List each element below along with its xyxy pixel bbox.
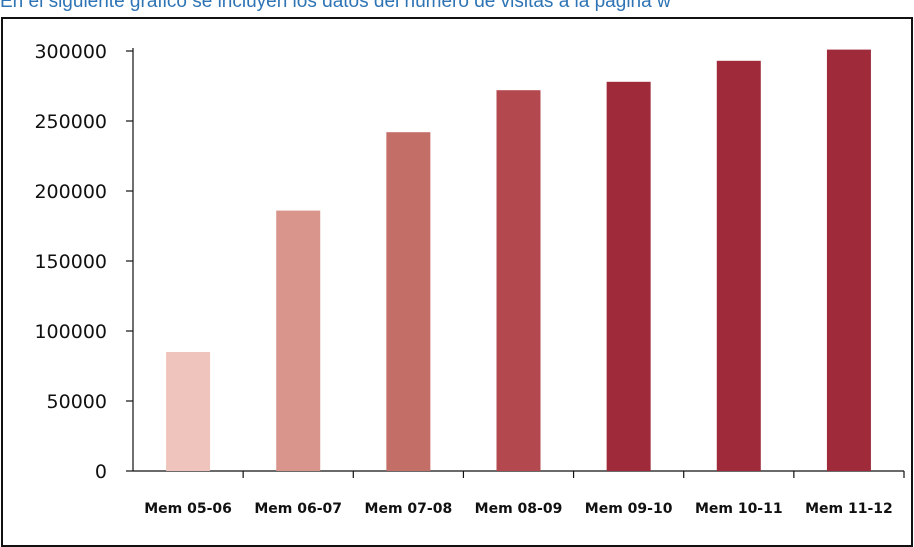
- chart-frame: [1, 17, 913, 547]
- y-tick-label: 200000: [34, 181, 107, 203]
- x-tick-label: Mem 08-09: [475, 501, 563, 517]
- bar-mem-11-12: [826, 49, 871, 471]
- y-tick-label: 150000: [34, 251, 107, 273]
- x-tick-label: Mem 09-10: [585, 501, 673, 517]
- x-tick-label: Mem 11-12: [805, 501, 893, 517]
- y-tick-label: 50000: [47, 391, 107, 413]
- x-tick-label: Mem 05-06: [144, 501, 232, 517]
- bar-mem-08-09: [496, 90, 541, 471]
- y-tick-label: 300000: [34, 41, 107, 63]
- bar-mem-05-06: [166, 352, 211, 471]
- y-tick-label: 0: [95, 461, 107, 483]
- x-axis-ticks: Mem 05-06 Mem 06-07 Mem 07-08 Mem 08-09 Mem …: [144, 471, 905, 517]
- bar-mem-10-11: [716, 60, 761, 472]
- bar-mem-06-07: [276, 210, 321, 471]
- caption-text: En el siguiente gráfico se incluyen los …: [0, 0, 671, 12]
- y-tick-label: 250000: [34, 111, 107, 133]
- y-axis-ticks: 0 50000 100000 150000 200000 250000 300000: [34, 41, 133, 483]
- x-tick-label: Mem 07-08: [365, 501, 453, 517]
- chart-bars: [166, 49, 871, 472]
- x-tick-label: Mem 06-07: [254, 501, 342, 517]
- bar-mem-07-08: [386, 132, 431, 471]
- y-tick-label: 100000: [34, 321, 107, 343]
- bar-mem-09-10: [606, 81, 651, 472]
- x-tick-label: Mem 10-11: [695, 501, 783, 517]
